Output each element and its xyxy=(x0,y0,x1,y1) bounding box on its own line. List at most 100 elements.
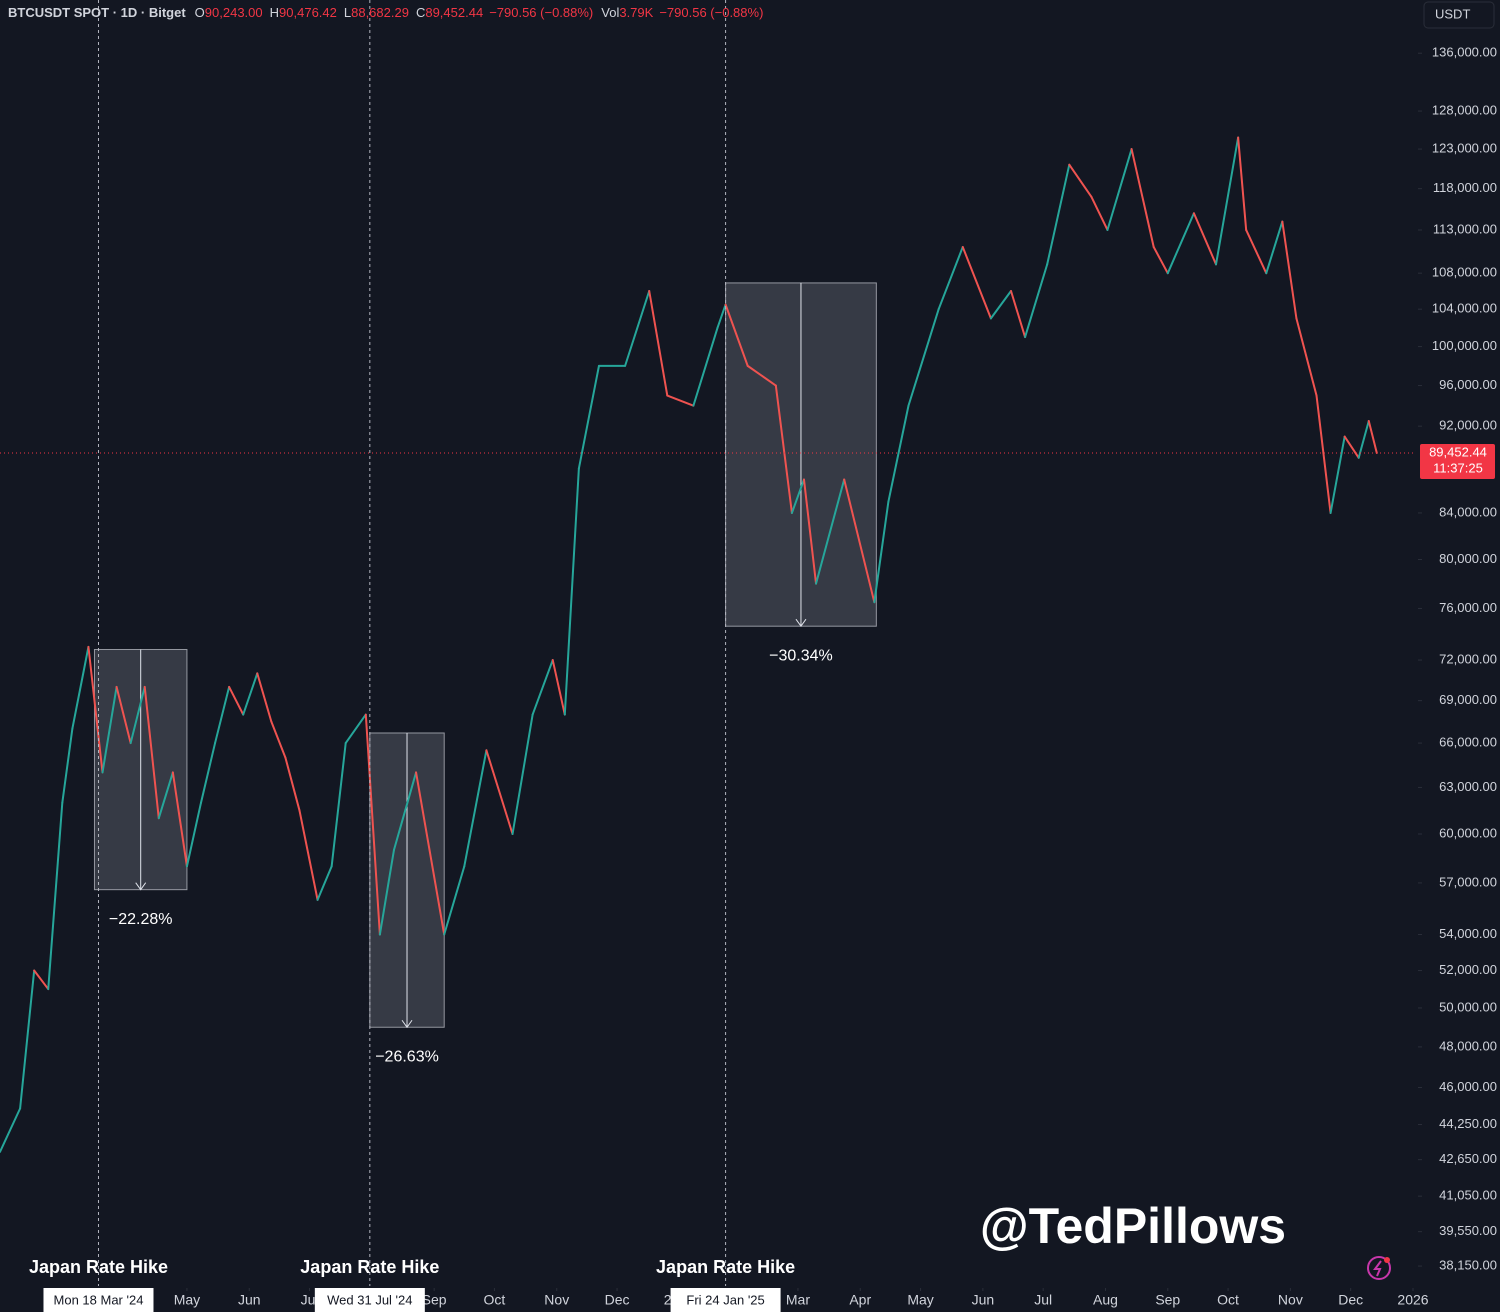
x-tick-label: Jul xyxy=(301,1292,319,1308)
price-segment xyxy=(746,364,777,387)
price-segment xyxy=(907,308,940,407)
x-tick-label: Nov xyxy=(1278,1292,1303,1308)
price-segment xyxy=(1024,263,1049,339)
price-segment xyxy=(937,246,964,311)
price-segment xyxy=(415,771,446,936)
price-segment xyxy=(666,394,695,407)
price-segment xyxy=(115,685,132,745)
price-segment xyxy=(1329,435,1346,514)
y-tick-label: 72,000.00 xyxy=(1439,651,1497,666)
y-tick-label: 104,000.00 xyxy=(1432,301,1497,316)
y-tick-label: 63,000.00 xyxy=(1439,779,1497,794)
y-tick-label: 66,000.00 xyxy=(1439,734,1497,749)
price-segment xyxy=(284,756,301,812)
x-tick-label: Sep xyxy=(1155,1292,1180,1308)
y-tick-label: 96,000.00 xyxy=(1439,377,1497,392)
date-box xyxy=(670,1288,781,1312)
price-segment xyxy=(344,713,367,745)
price-segment xyxy=(1046,163,1071,266)
price-segment xyxy=(330,742,347,868)
price-segment xyxy=(1281,220,1298,320)
currency-button[interactable] xyxy=(1423,1,1495,29)
watermark: @TedPillows xyxy=(980,1198,1286,1254)
price-segment xyxy=(392,771,418,852)
price-segment xyxy=(692,326,719,407)
arrow-head xyxy=(135,882,147,891)
date-box xyxy=(314,1288,425,1312)
event-date: Mon 18 Mar '24 xyxy=(54,1292,144,1307)
event-label: Japan Rate Hike xyxy=(29,1257,168,1277)
price-segment xyxy=(443,865,466,936)
price-segment xyxy=(61,727,74,804)
y-tick-label: 60,000.00 xyxy=(1439,825,1497,840)
y-tick-label: 84,000.00 xyxy=(1439,504,1497,519)
price-segment xyxy=(228,685,245,716)
y-tick-label: 113,000.00 xyxy=(1433,221,1497,236)
price-segment xyxy=(316,865,333,901)
price-segment xyxy=(1215,136,1240,266)
price-segment xyxy=(378,849,395,936)
countdown: 11:37:25 xyxy=(1433,460,1483,475)
x-tick-label: Dec xyxy=(1338,1292,1363,1308)
arrow-head xyxy=(795,618,807,628)
price-segment xyxy=(33,969,50,991)
y-tick-label: 52,000.00 xyxy=(1439,962,1497,977)
x-tick-label: Oct xyxy=(1217,1292,1239,1308)
x-tick-label: Jun xyxy=(972,1292,995,1308)
price-segment xyxy=(47,801,64,991)
ohlc-key: L xyxy=(344,5,351,20)
price-segment xyxy=(1090,195,1109,231)
price-segment xyxy=(563,467,580,716)
y-tick-label: 38,150.00 xyxy=(1439,1257,1497,1272)
price-segment xyxy=(157,771,174,820)
bolt-dot xyxy=(1384,1257,1390,1263)
y-tick-label: 92,000.00 xyxy=(1439,418,1497,433)
price-segment xyxy=(1152,246,1169,275)
price-segment xyxy=(1295,317,1318,397)
price-segment xyxy=(1245,228,1268,275)
x-tick-label: Dec xyxy=(605,1292,630,1308)
price-segment xyxy=(143,685,160,820)
price-segment xyxy=(1106,148,1133,231)
x-tick-label: 2026 xyxy=(1397,1292,1428,1308)
price-segment xyxy=(185,801,202,868)
y-tick-label: 39,550.00 xyxy=(1439,1223,1497,1238)
y-tick-label: 69,000.00 xyxy=(1439,692,1497,707)
price-segment xyxy=(101,685,118,774)
measure-label: −30.34% xyxy=(769,647,833,664)
x-tick-label: Aug xyxy=(1093,1292,1118,1308)
price-segment xyxy=(463,749,488,868)
x-tick-label: Jul xyxy=(1034,1292,1052,1308)
price-segment xyxy=(1192,212,1218,266)
price-segment xyxy=(1237,136,1248,231)
arrow-head xyxy=(401,1019,413,1029)
x-tick-label: Mar xyxy=(786,1292,810,1308)
header: BTCUSDT SPOT · 1D · Bitget O90,243.00 H90,… xyxy=(8,5,763,20)
price-segment xyxy=(774,384,793,514)
price-segment xyxy=(214,685,231,745)
ohlc-value: 88,682.29 xyxy=(351,5,409,20)
last-price-label: 89,452.44 xyxy=(1429,444,1487,459)
price-segment xyxy=(577,364,600,470)
price-segment xyxy=(815,478,846,585)
price-segment xyxy=(129,685,146,745)
bolt-icon xyxy=(1367,1256,1391,1280)
price-segment xyxy=(1010,289,1027,339)
price-segment xyxy=(531,659,554,716)
price-segment xyxy=(171,771,188,868)
price-segment xyxy=(989,289,1013,320)
price-segment xyxy=(887,404,910,503)
price-segment xyxy=(1357,419,1370,459)
y-tick-label: 44,250.00 xyxy=(1439,1116,1497,1131)
x-tick-label: Apr xyxy=(849,1292,871,1308)
price-segment xyxy=(551,659,566,716)
y-tick-label: 41,050.00 xyxy=(1439,1188,1497,1203)
x-tick-label: Nov xyxy=(544,1292,569,1308)
event-date: Wed 31 Jul '24 xyxy=(327,1292,412,1307)
ohlc-value: 89,452.44 xyxy=(425,5,483,20)
ohlc-key: H xyxy=(270,5,279,20)
y-tick-label: 108,000.00 xyxy=(1432,265,1497,280)
price-segment xyxy=(624,289,651,367)
price-segment xyxy=(873,500,890,604)
y-tick-label: 42,650.00 xyxy=(1439,1151,1497,1166)
